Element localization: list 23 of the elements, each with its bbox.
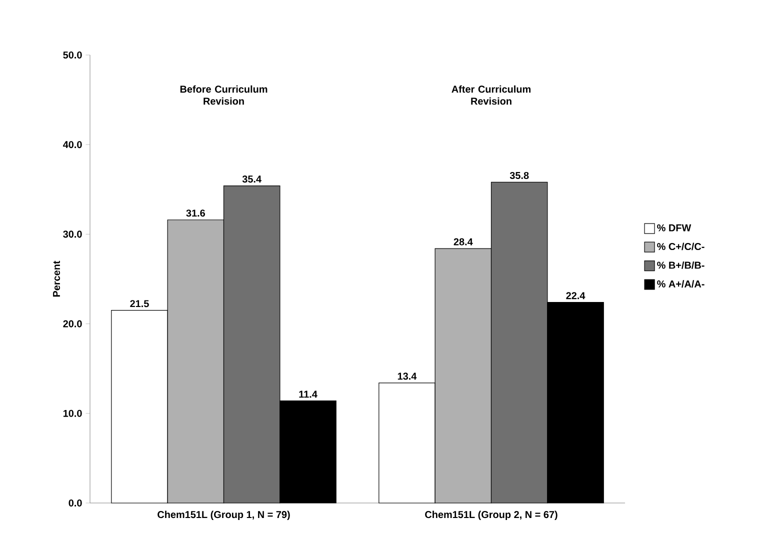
annotation: After Curriculum Revision xyxy=(452,85,530,105)
y-tick-label: 0.0 xyxy=(68,499,82,507)
y-tick-label: 20.0 xyxy=(63,320,82,328)
x-tick-label: Chem151L (Group 2, N = 67) xyxy=(425,510,558,520)
data-label: 28.4 xyxy=(454,238,473,246)
data-label: 22.4 xyxy=(566,292,586,300)
data-label: 13.4 xyxy=(398,372,417,380)
x-tick-label: Chem151L (Group 1, N = 79) xyxy=(158,510,290,520)
data-label: 35.4 xyxy=(242,176,262,183)
legend-label: % B+/B/B- xyxy=(657,261,704,269)
y-axis-title: Percent xyxy=(53,260,60,297)
legend-label: % DFW xyxy=(657,224,692,232)
data-label: 21.5 xyxy=(130,300,149,308)
data-label: 31.6 xyxy=(186,210,206,217)
annotation: Before Curriculum Revision xyxy=(180,85,268,105)
y-tick-label: 50.0 xyxy=(63,51,82,59)
data-label: 11.4 xyxy=(299,390,318,398)
legend-label: % A+/A/A- xyxy=(657,280,704,288)
y-tick-label: 40.0 xyxy=(62,141,82,148)
data-label: 35.8 xyxy=(510,172,529,180)
y-tick-label: 30.0 xyxy=(63,230,82,238)
legend-label: % C+/C/C- xyxy=(657,242,704,250)
y-tick-label: 10.0 xyxy=(63,410,82,417)
